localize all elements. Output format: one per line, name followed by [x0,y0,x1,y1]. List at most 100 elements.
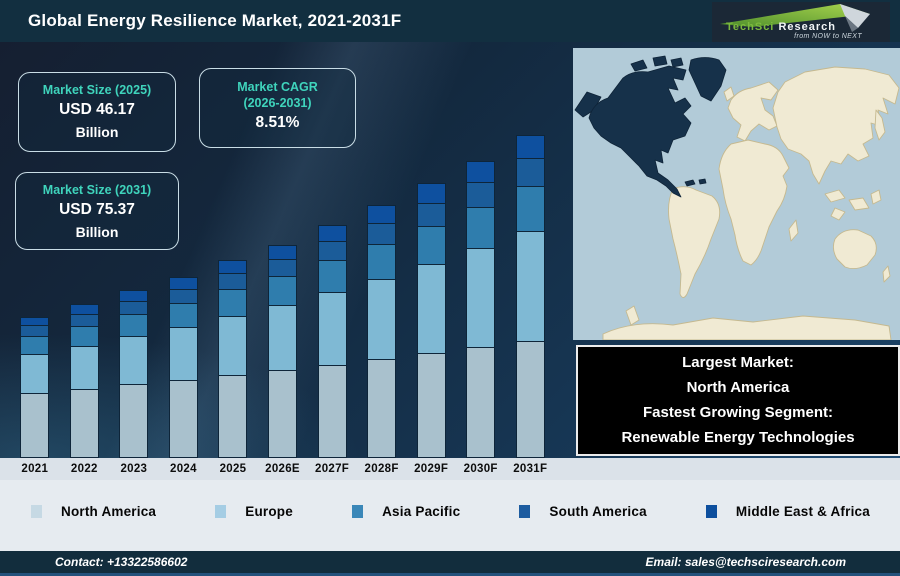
bar-segment-south-america [119,302,149,315]
bar-segment-north-america [218,376,248,458]
bar-column-2023 [109,290,159,458]
bar-segment-south-america [168,290,198,304]
axis-label-2021: 2021 [21,463,49,475]
stacked-bar-2023 [119,290,149,458]
bar-segment-middle-east-africa [20,317,50,326]
bar-segment-south-america [268,260,297,277]
callout-line: Renewable Energy Technologies [621,429,855,446]
bar-column-2026E [258,245,308,458]
logo-brand-green: TechSci [726,21,775,33]
axis-label-2022: 2022 [70,463,98,475]
stat-label: Market CAGR [237,80,318,94]
stacked-bar-2025 [218,260,248,458]
legend-item-north-america: North America [31,504,156,519]
bar-segment-middle-east-africa [168,277,198,290]
legend-swatch-icon [519,505,531,518]
bar-column-2025 [208,260,258,458]
bar-segment-middle-east-africa [119,290,149,302]
bar-segment-europe [416,265,446,354]
legend-band: North America Europe Asia Pacific South Ame… [0,480,900,551]
axis-label-2025: 2025 [219,463,247,475]
bar-segment-south-america [20,326,50,337]
bar-segment-north-america [317,366,347,458]
world-map-image [573,48,900,340]
legend-swatch-icon [215,505,227,518]
bar-segment-asia-pacific [20,337,50,355]
bar-segment-north-america [168,381,198,458]
bar-column-2024 [159,277,209,458]
axis-label-2026E: 2026E [265,463,300,475]
bar-segment-asia-pacific [466,208,496,249]
stat-value: USD 46.17 [59,101,135,118]
bar-segment-europe [268,306,297,371]
bar-segment-south-america [515,159,545,187]
bar-column-2027F [307,225,357,458]
contact-phone: Contact: +13322586602 [55,555,188,569]
chart-area: Market Size (2025) USD 46.17 Billion Mar… [0,42,900,458]
axis-labels: 2021 2022 2023 2024 2025 2026E 2027F 2028F 2029F… [10,458,555,480]
bar-segment-middle-east-africa [367,205,397,224]
stat-unit: Billion [75,124,119,140]
bar-segment-middle-east-africa [218,260,248,274]
stacked-bar-2029F [416,183,446,458]
bar-segment-middle-east-africa [515,135,545,159]
bar-segment-middle-east-africa [69,304,99,315]
logo-tagline: from NOW to NEXT [794,33,862,40]
legend-label: Asia Pacific [382,504,461,519]
logo-arrow-icon [720,4,870,32]
bar-segment-europe [515,232,545,342]
axis-label-2031F: 2031F [513,463,548,475]
legend-item-europe: Europe [215,504,293,519]
bar-segment-north-america [119,385,149,458]
bar-segment-middle-east-africa [268,245,297,260]
logo-brand-white: Research [778,21,836,33]
bar-column-2030F [456,161,506,458]
axis-label-2023: 2023 [120,463,148,475]
market-callout-box: Largest Market: North America Fastest Gr… [576,345,900,456]
bar-segment-europe [168,328,198,381]
bar-segment-asia-pacific [268,277,297,306]
legend-label: Europe [245,504,293,519]
axis-label-2024: 2024 [170,463,197,475]
axis-label-2029F: 2029F [414,463,449,475]
bar-segment-asia-pacific [218,290,248,317]
axis-label-2028F: 2028F [364,463,399,475]
legend-label: South America [549,504,647,519]
x-axis-band: 2021 2022 2023 2024 2025 2026E 2027F 2028F 2029F… [0,458,900,480]
callout-line: North America [686,379,790,396]
stacked-bar-2031F [515,135,545,458]
bar-segment-europe [20,355,50,394]
legend: North America Europe Asia Pacific South Ame… [0,504,900,519]
bar-segment-asia-pacific [416,227,446,265]
stat-unit: Billion [75,224,119,240]
legend-label: Middle East & Africa [735,504,870,519]
page-title: Global Energy Resilience Market, 2021-20… [28,11,402,30]
bar-segment-south-america [218,274,248,290]
bar-segment-europe [367,280,397,360]
bar-segment-north-america [416,354,446,458]
bar-segment-south-america [466,183,496,208]
contact-email: Email: sales@techsciresearch.com [645,555,846,569]
stacked-bar-2024 [168,277,198,458]
stacked-bar-2027F [317,225,347,458]
bar-segment-middle-east-africa [317,225,347,242]
bar-segment-middle-east-africa [416,183,446,204]
bar-segment-asia-pacific [367,245,397,280]
callout-line: Largest Market: [682,354,794,371]
bar-segment-north-america [20,394,50,458]
bar-segment-europe [218,317,248,376]
bar-segment-asia-pacific [515,187,545,232]
stat-value: 8.51% [255,114,300,131]
bar-segment-asia-pacific [119,315,149,337]
bar-group [10,42,555,458]
stat-value: USD 75.37 [59,201,135,218]
stat-label: Market Size (2025) [42,83,152,97]
legend-swatch-icon [31,505,42,518]
techsci-logo: TechSci Research from NOW to NEXT [712,2,890,42]
stacked-bar-2028F [367,205,397,458]
header-bar: Global Energy Resilience Market, 2021-20… [0,0,900,42]
bar-segment-north-america [69,390,99,458]
bar-segment-south-america [416,204,446,227]
stacked-bar-2030F [466,161,496,458]
bar-column-2022 [60,304,110,458]
